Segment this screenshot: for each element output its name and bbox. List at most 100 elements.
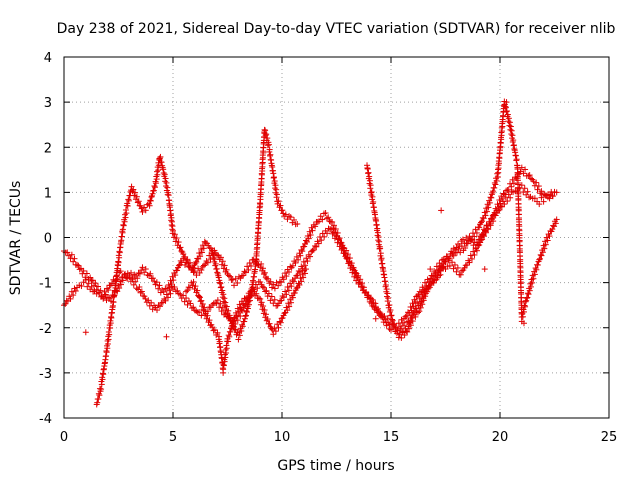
track-d-point [377,250,384,257]
track-c-point [290,216,297,223]
track-c-point [244,305,251,312]
track-b-point [153,279,160,286]
track-d-point [382,282,389,289]
track-d-point [552,220,559,227]
track-e-point [289,294,296,301]
track-c-point [190,264,197,271]
track-b-point [474,241,481,248]
track-c-point [271,178,278,185]
track-c-point [198,245,205,252]
track-b-point [305,235,312,242]
track-b-point [331,229,338,236]
track-b-point [335,236,342,243]
track-b-point [80,267,87,274]
track-b-point [358,283,365,290]
track-d-point [413,308,420,315]
track-d-point [523,297,530,304]
track-b-point [258,260,265,267]
track-e-point [209,324,216,331]
track-b-point [301,243,308,250]
track-b-point [174,267,181,274]
track-e-point [184,287,191,294]
track-e-point [283,304,290,311]
track-d-point [536,256,543,263]
track-b-point [505,186,512,193]
track-b-point [303,238,310,245]
track-b-point [199,263,206,270]
track-c-point [149,190,156,197]
track-b-point [276,278,283,285]
track-b-point [78,265,85,272]
track-d-point [521,302,528,309]
track-c-point [193,258,200,265]
track-d-point [458,243,465,250]
track-b-point [365,294,372,301]
track-c-point [185,263,192,270]
track-e-point [288,299,295,306]
track-b-point [326,218,333,225]
track-b-point [191,268,198,275]
track-c-point [122,214,129,221]
track-a-point [454,264,461,271]
track-b-point [275,282,282,289]
track-d-point [369,193,376,200]
track-a-point [66,293,73,300]
track-b-point [377,310,384,317]
track-c-point [241,318,248,325]
track-e-point [270,331,277,338]
track-d-point [378,255,385,262]
track-e-point [300,274,307,281]
track-c-point [105,336,112,343]
track-d-point [494,170,501,177]
track-c-point [279,207,286,214]
track-a-point [183,295,190,302]
track-c-point [273,186,280,193]
track-c-point [294,220,301,227]
track-d-point [542,241,549,248]
track-e-point [196,293,203,300]
track-e-point [277,319,284,326]
track-b-point [128,269,135,276]
track-b-point [268,284,275,291]
track-a-point [165,294,172,301]
track-a-point [259,283,266,290]
track-b-point [497,200,504,207]
track-a-point [290,278,297,285]
track-a-point [451,261,458,268]
track-d-point [366,173,373,180]
track-a-point [167,290,174,297]
track-b-point [473,245,480,252]
y-tick-label: 1 [44,186,52,201]
track-a-point [268,293,275,300]
track-a-point [288,283,295,290]
y-axis-label: SDTVAR / TECUs [8,181,24,296]
track-c-point [169,223,176,230]
track-e-point [253,290,260,297]
track-b-point [415,291,422,298]
track-a-point [524,188,531,195]
track-e-point [201,304,208,311]
track-a-point [71,285,78,292]
track-c-point [156,155,163,162]
track-b-point [229,276,236,283]
track-c-point [131,192,138,199]
track-d-point [396,331,403,338]
track-d-point [530,275,537,282]
track-b-point [165,281,172,288]
track-d-point [525,291,532,298]
track-b-point [355,272,362,279]
track-a-point [218,308,225,315]
track-b-point [343,247,350,254]
track-e-point [279,314,286,321]
track-a-point [260,284,267,291]
track-c-point [245,301,252,308]
track-d-point [368,188,375,195]
track-a-point [466,259,473,266]
track-a-point [501,201,508,208]
track-d-point [482,212,489,219]
track-c-point [111,288,118,295]
track-e-point [241,295,248,302]
track-e-point [221,358,228,365]
outlier-point [163,333,170,340]
track-b-point [331,222,338,229]
